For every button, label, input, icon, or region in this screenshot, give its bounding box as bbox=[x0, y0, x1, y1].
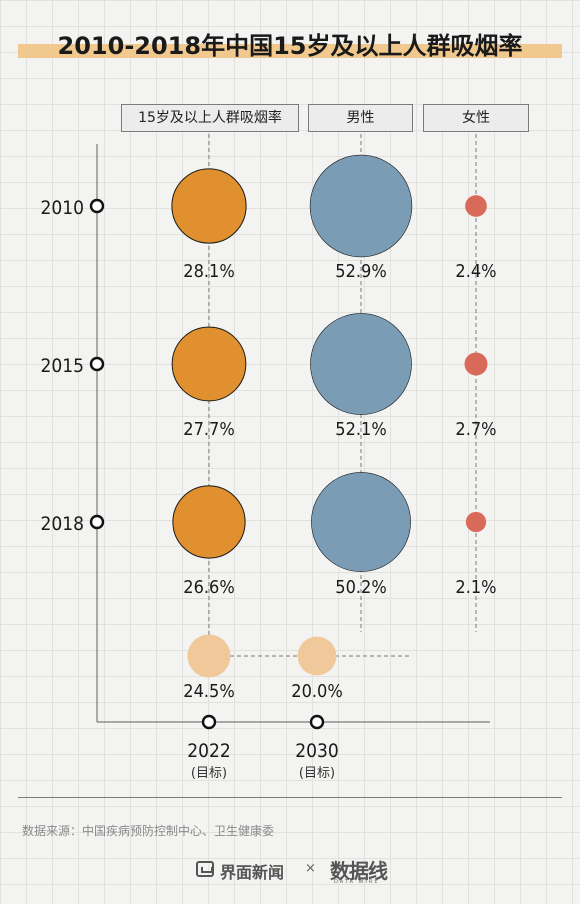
bubble bbox=[309, 154, 413, 258]
value-label: 52.9% bbox=[335, 261, 386, 282]
value-label: 52.1% bbox=[335, 419, 386, 440]
column-header-overall: 15岁及以上人群吸烟率 bbox=[121, 104, 299, 132]
brand-footer: 界面新闻 × 数据线 DATA WIRE bbox=[0, 855, 580, 885]
jiemian-logo-icon bbox=[196, 861, 214, 877]
brand-separator: × bbox=[305, 861, 316, 876]
bubble bbox=[171, 168, 247, 244]
target-year-marker bbox=[309, 714, 325, 730]
year-label: 2015 bbox=[41, 355, 85, 377]
brand-name: 界面新闻 bbox=[220, 863, 285, 882]
column-header-female: 女性 bbox=[423, 104, 529, 132]
datawire-logo-sub: DATA WIRE bbox=[334, 879, 380, 885]
bubble bbox=[465, 511, 487, 533]
target-year-marker bbox=[201, 714, 217, 730]
value-label: 26.6% bbox=[183, 577, 234, 598]
source-note: 数据来源：中国疾病预防控制中心、卫生健康委 bbox=[22, 824, 275, 838]
target-year-label: 2022 bbox=[187, 740, 231, 762]
bubble bbox=[464, 352, 488, 376]
bubble bbox=[311, 472, 411, 572]
bubble bbox=[172, 485, 246, 559]
value-label: 2.4% bbox=[455, 261, 496, 282]
bubble bbox=[465, 195, 487, 217]
target-bubble bbox=[297, 636, 337, 676]
value-label: 2.7% bbox=[455, 419, 496, 440]
year-marker bbox=[89, 356, 105, 372]
year-label: 2018 bbox=[41, 513, 85, 535]
target-year-label: 2030 bbox=[295, 740, 339, 762]
year-marker bbox=[89, 514, 105, 530]
footer-divider bbox=[18, 797, 562, 798]
year-label: 2010 bbox=[41, 197, 85, 219]
target-note-label: (目标) bbox=[299, 766, 335, 781]
column-header-male: 男性 bbox=[308, 104, 413, 132]
value-label: 50.2% bbox=[335, 577, 386, 598]
target-value-label: 24.5% bbox=[183, 681, 234, 702]
datawire-logo: 数据线 bbox=[330, 859, 388, 883]
year-marker bbox=[89, 198, 105, 214]
target-bubble bbox=[187, 634, 231, 678]
bubble bbox=[310, 313, 412, 415]
chart-title: 2010-2018年中国15岁及以上人群吸烟率 bbox=[57, 32, 523, 60]
value-label: 2.1% bbox=[455, 577, 496, 598]
value-label: 27.7% bbox=[183, 419, 234, 440]
value-label: 28.1% bbox=[183, 261, 234, 282]
target-note-label: (目标) bbox=[191, 766, 227, 781]
bubble bbox=[171, 326, 247, 402]
target-value-label: 20.0% bbox=[291, 681, 342, 702]
title-highlight-band bbox=[18, 44, 562, 58]
